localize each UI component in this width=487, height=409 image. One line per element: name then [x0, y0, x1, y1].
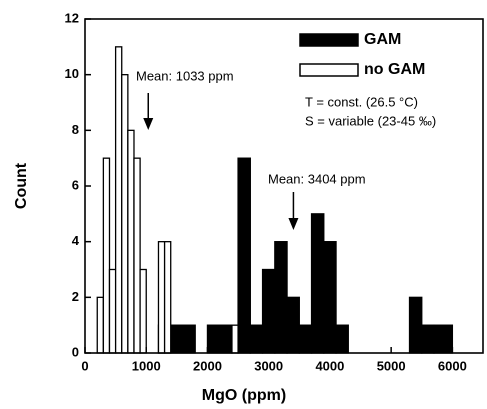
- bar: [298, 324, 313, 354]
- legend-note: S = variable (23-45 ‰): [305, 113, 436, 128]
- legend-label: GAM: [364, 31, 401, 48]
- bar: [231, 324, 239, 354]
- bar: [421, 324, 435, 354]
- bar: [433, 324, 454, 354]
- x-tick-label: 0: [81, 358, 88, 373]
- x-tick-label: 1000: [132, 358, 161, 373]
- bar: [114, 46, 123, 354]
- y-tick-label: 0: [72, 344, 79, 359]
- bar: [121, 74, 129, 354]
- y-tick-label: 6: [72, 177, 79, 192]
- legend-label: no GAM: [364, 61, 425, 78]
- bar: [274, 241, 288, 354]
- legend-swatch: [299, 33, 359, 47]
- bar: [261, 268, 276, 354]
- annotation-arrowhead: [288, 218, 299, 230]
- y-tick-label: 12: [65, 10, 79, 25]
- bar: [127, 129, 135, 354]
- bar: [108, 268, 117, 354]
- x-tick-label: 2000: [193, 358, 222, 373]
- x-tick-label: 3000: [254, 358, 283, 373]
- bar: [139, 268, 147, 354]
- annotation: Mean: 3404 ppm: [268, 171, 366, 186]
- legend-note: T = const. (26.5 °C): [305, 94, 418, 109]
- x-tick-label: 4000: [315, 358, 344, 373]
- bar: [323, 241, 337, 354]
- x-tick-label: 6000: [438, 358, 467, 373]
- bar: [237, 157, 251, 354]
- bar: [157, 241, 166, 354]
- x-tick-label: 5000: [377, 358, 406, 373]
- bar: [133, 157, 141, 354]
- y-axis-label: Count: [13, 162, 30, 209]
- bar: [249, 324, 264, 354]
- x-axis-label: MgO (ppm): [202, 387, 286, 404]
- bar: [286, 296, 300, 354]
- bar: [96, 296, 105, 354]
- y-tick-label: 10: [65, 66, 79, 81]
- bar: [310, 213, 325, 354]
- bar: [335, 324, 349, 354]
- legend-swatch: [299, 63, 359, 77]
- bar: [408, 296, 423, 354]
- y-tick-label: 4: [72, 233, 80, 248]
- bar: [163, 241, 172, 354]
- y-tick-label: 8: [72, 122, 79, 137]
- bar: [206, 324, 233, 354]
- annotation: Mean: 1033 ppm: [136, 68, 234, 83]
- bar: [102, 157, 111, 354]
- annotation-arrowhead: [143, 118, 154, 130]
- y-tick-label: 2: [72, 289, 79, 304]
